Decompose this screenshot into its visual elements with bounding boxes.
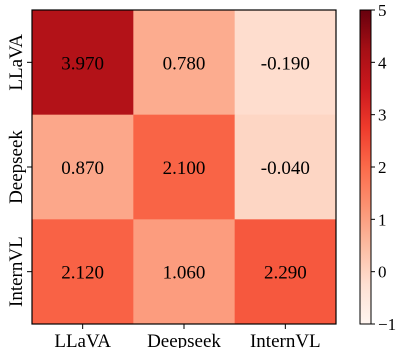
heatmap-cell [32, 219, 134, 325]
colorbar-tick-label: −1 [378, 315, 396, 334]
y-tick-label: LLaVA [6, 34, 27, 91]
heatmap-cell [32, 10, 134, 116]
x-tick-label: InternVL [250, 331, 321, 348]
cell-value-labels: 3.970 0.780 -0.190 0.870 2.100 -0.040 2.120 1.0… [61, 53, 310, 283]
heatmap-cell [133, 219, 236, 325]
colorbar-tick-label: 1 [378, 210, 387, 229]
colorbar-tick-label: 5 [378, 1, 387, 20]
colorbar-tick-label: 0 [378, 263, 387, 282]
cell-value-label: -0.190 [261, 53, 310, 74]
cell-value-label: 0.780 [163, 53, 206, 74]
cell-value-label: 3.970 [61, 53, 104, 74]
y-axis: LLaVA Deepseek InternVL [6, 34, 32, 307]
cell-value-label: 2.100 [163, 158, 206, 179]
x-tick-label: LLaVA [54, 331, 111, 348]
colorbar-ticks: −1 0 1 2 3 4 5 [371, 1, 396, 334]
colorbar-tick-label: 3 [378, 106, 387, 125]
cell-value-label: -0.040 [261, 158, 310, 179]
y-tick-label: Deepseek [6, 130, 27, 204]
cell-value-label: 2.290 [264, 263, 307, 284]
colorbar-tick-label: 2 [378, 158, 387, 177]
heatmap-cell [234, 114, 337, 220]
x-axis: LLaVA Deepseek InternVL [54, 324, 321, 348]
cell-value-label: 1.060 [163, 263, 206, 284]
heatmap-cell [234, 10, 337, 116]
y-tick-label: InternVL [6, 236, 27, 307]
heatmap-cell [133, 114, 236, 220]
heatmap-cells [32, 10, 337, 325]
heatmap-cell [133, 10, 236, 116]
x-tick-label: Deepseek [147, 331, 221, 348]
cell-value-label: 0.870 [61, 158, 104, 179]
colorbar: −1 0 1 2 3 4 5 [359, 1, 396, 334]
heatmap-cell [234, 219, 337, 325]
cell-value-label: 2.120 [61, 263, 104, 284]
colorbar-tick-label: 4 [378, 53, 387, 72]
heatmap-cell [32, 114, 134, 220]
colorbar-gradient [359, 9, 372, 325]
